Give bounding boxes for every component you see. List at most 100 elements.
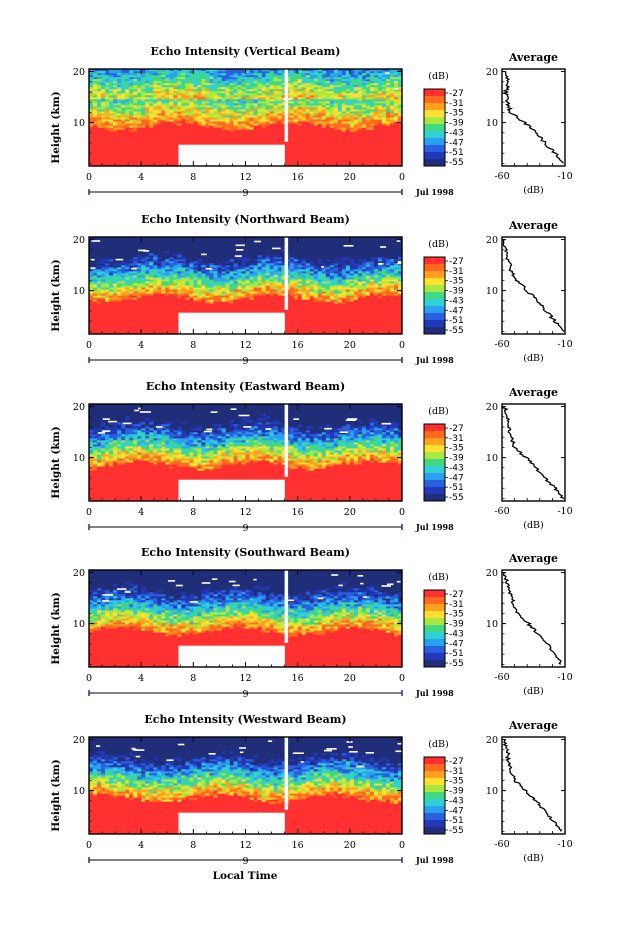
- heatmap-field: [89, 404, 403, 502]
- colorbar-segment: [424, 466, 445, 474]
- x-tick-label: 0: [399, 340, 405, 351]
- colorbar-segment: [424, 618, 445, 626]
- colorbar-tick-label: -55: [449, 659, 464, 669]
- y-axis-label: Height (km): [50, 592, 62, 664]
- colorbar-segment: [424, 611, 445, 619]
- colorbar-tick-label: -27: [449, 257, 464, 267]
- colorbar-segment: [424, 117, 445, 125]
- colorbar-tick-label: -47: [449, 639, 464, 649]
- colorbar-segment: [424, 292, 445, 300]
- average-x-tick-label: -10: [557, 506, 572, 517]
- colorbar-unit: (dB): [428, 572, 448, 583]
- colorbar-tick-label: -43: [449, 128, 464, 138]
- average-title: Average: [508, 719, 558, 732]
- colorbar-segment: [424, 813, 445, 821]
- colorbar-tick-label: -31: [449, 99, 464, 109]
- colorbar-tick-label: -27: [449, 757, 464, 767]
- average-frame: [501, 403, 566, 502]
- colorbar-segment: [424, 632, 445, 640]
- y-tick-label: 20: [73, 67, 85, 78]
- average-title: Average: [508, 51, 558, 64]
- colorbar-segment: [424, 431, 445, 439]
- colorbar-tick-label: -47: [449, 806, 464, 816]
- average-x-tick-label: -10: [557, 839, 572, 850]
- x-tick-label: 8: [190, 172, 196, 183]
- x-tick-label: 8: [190, 340, 196, 351]
- colorbar-segment: [424, 792, 445, 800]
- colorbar-tick-label: -51: [449, 316, 464, 326]
- average-y-tick-label: 20: [486, 568, 498, 579]
- y-tick-label: 20: [73, 735, 85, 746]
- x-tick-label: 12: [239, 340, 251, 351]
- average-x-tick-label: -60: [494, 672, 509, 683]
- average-profile-line: [502, 739, 563, 832]
- colorbar-tick-label: -39: [449, 620, 464, 630]
- x-tick-label: 12: [239, 507, 251, 518]
- colorbar-segment: [424, 278, 445, 286]
- colorbar-unit: (dB): [428, 239, 448, 250]
- date-label: Jul 1998: [415, 522, 454, 532]
- colorbar-segment: [424, 327, 445, 335]
- x-tick-label: 16: [292, 507, 304, 518]
- x-tick-label: 16: [292, 673, 304, 684]
- colorbar-tick-label: -35: [449, 777, 464, 787]
- colorbar-tick-label: -51: [449, 483, 464, 493]
- colorbar-segment: [424, 145, 445, 153]
- average-profile-line: [502, 239, 565, 332]
- average-frame: [501, 236, 566, 335]
- x-tick-label: 16: [292, 172, 304, 183]
- y-tick-label: 10: [73, 619, 85, 630]
- x-tick-label: 16: [292, 340, 304, 351]
- y-tick-label: 10: [73, 786, 85, 797]
- average-y-tick-label: 20: [486, 402, 498, 413]
- colorbar-segment: [424, 604, 445, 612]
- colorbar-tick-label: -47: [449, 138, 464, 148]
- x-tick-label: 20: [344, 840, 356, 851]
- day-label: 9: [242, 188, 248, 199]
- colorbar-tick-label: -31: [449, 267, 464, 277]
- average-y-tick-label: 10: [486, 286, 498, 297]
- x-tick-label: 16: [292, 840, 304, 851]
- colorbar-tick-label: -39: [449, 287, 464, 297]
- beam-panel: Echo Intensity (Northward Beam) 20 10 Heigh…: [50, 213, 573, 367]
- x-tick-label: 8: [190, 507, 196, 518]
- colorbar-tick-label: -35: [449, 610, 464, 620]
- y-tick-label: 20: [73, 568, 85, 579]
- average-frame: [501, 68, 566, 167]
- colorbar-segment: [424, 438, 445, 446]
- average-y-tick-label: 20: [486, 735, 498, 746]
- colorbar-unit: (dB): [428, 739, 448, 750]
- colorbar-unit: (dB): [428, 406, 448, 417]
- average-x-tick-label: -10: [557, 339, 572, 350]
- heatmap-field: [89, 69, 403, 167]
- y-tick-label: 20: [73, 235, 85, 246]
- average-title: Average: [508, 219, 558, 232]
- x-tick-label: 12: [239, 840, 251, 851]
- colorbar-segment: [424, 597, 445, 605]
- colorbar-tick-label: -27: [449, 424, 464, 434]
- x-tick-label: 4: [138, 507, 144, 518]
- y-tick-label: 20: [73, 402, 85, 413]
- heatmap-field: [89, 737, 407, 835]
- average-title: Average: [508, 386, 558, 399]
- x-axis-label: Local Time: [213, 870, 278, 882]
- colorbar-tick-label: -43: [449, 296, 464, 306]
- heatmap-field: [89, 237, 407, 335]
- x-tick-label: 0: [86, 172, 92, 183]
- colorbar-segment: [424, 320, 445, 328]
- colorbar-unit: (dB): [428, 71, 448, 82]
- average-frame: [501, 569, 566, 668]
- colorbar-tick-label: -55: [449, 326, 464, 336]
- x-tick-label: 20: [344, 340, 356, 351]
- average-x-tick-label: -10: [557, 672, 572, 683]
- colorbar-segment: [424, 653, 445, 661]
- colorbar-tick-label: -55: [449, 826, 464, 836]
- x-tick-label: 4: [138, 340, 144, 351]
- colorbar-segment: [424, 271, 445, 279]
- colorbar-segment: [424, 110, 445, 118]
- colorbar-segment: [424, 590, 445, 598]
- panel-title: Echo Intensity (Westward Beam): [144, 713, 346, 726]
- colorbar-tick-label: -35: [449, 109, 464, 119]
- average-y-tick-label: 10: [486, 453, 498, 464]
